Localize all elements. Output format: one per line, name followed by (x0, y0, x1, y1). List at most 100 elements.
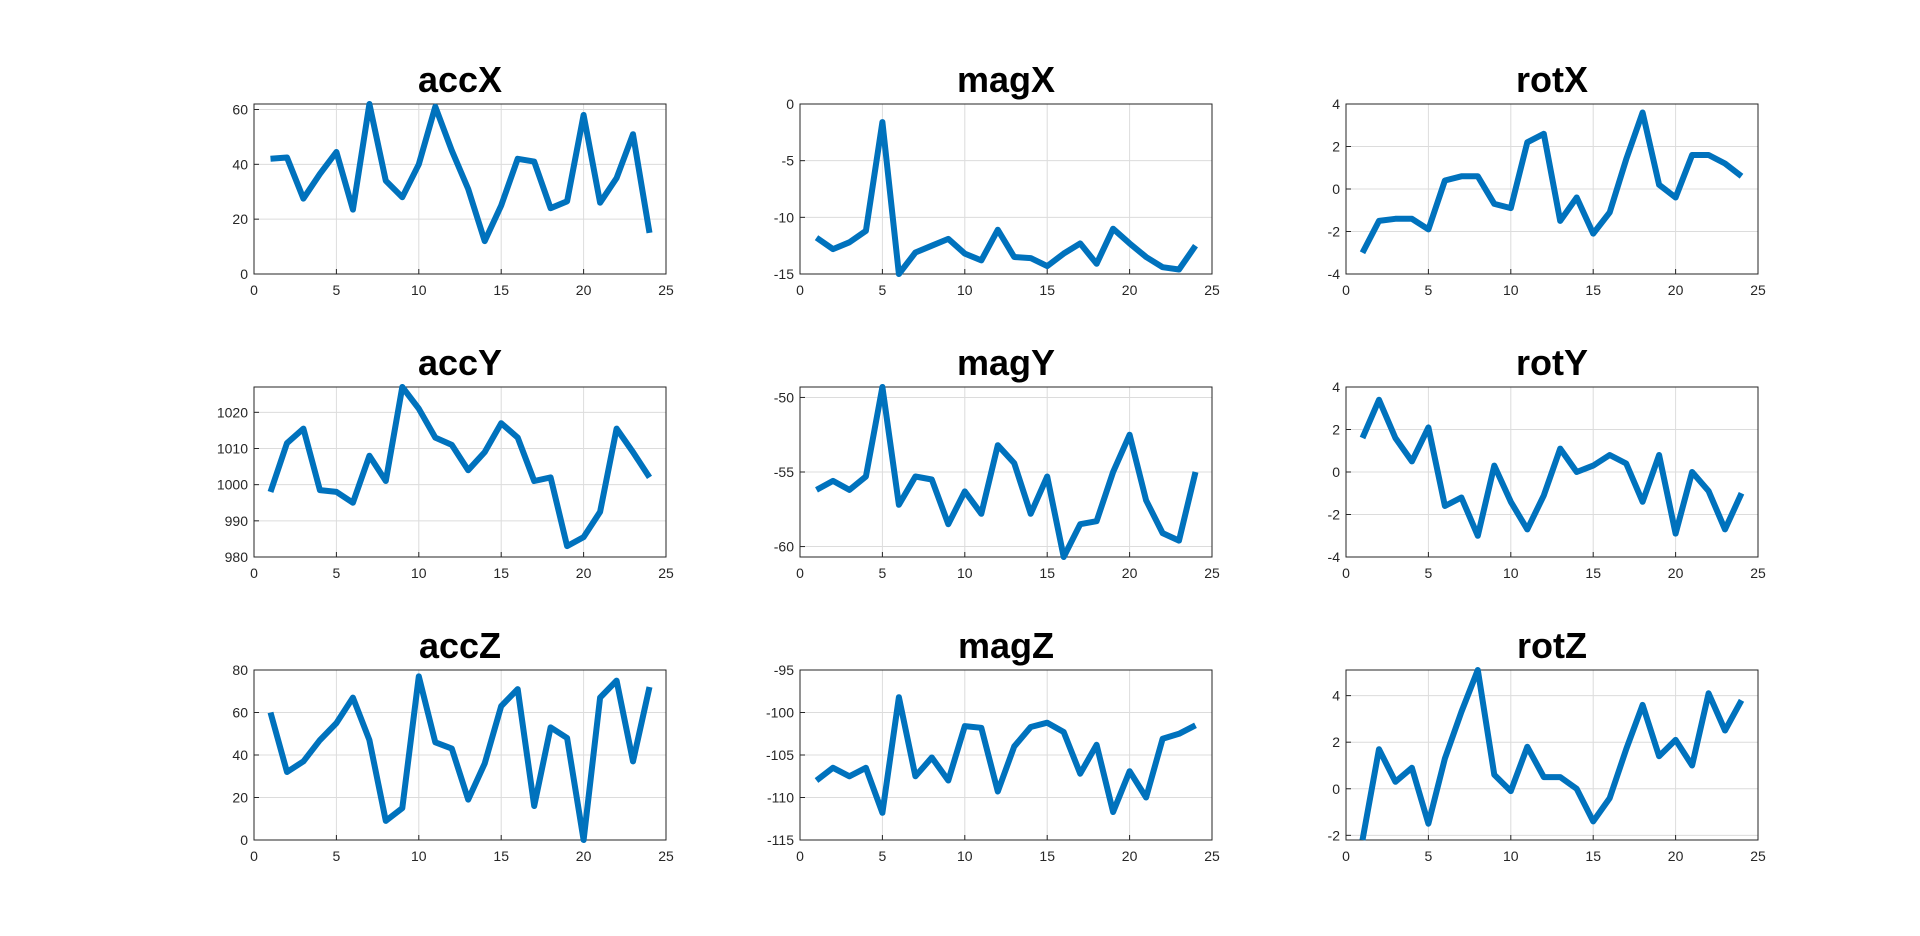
y-tick-label: -60 (774, 539, 794, 555)
x-tick-label: 20 (576, 848, 592, 864)
subplot-title: rotX (1516, 59, 1588, 100)
x-tick-label: 25 (1750, 282, 1766, 298)
x-tick-label: 15 (1039, 848, 1055, 864)
x-tick-label: 5 (333, 848, 341, 864)
x-tick-label: 10 (957, 565, 973, 581)
x-tick-label: 15 (1039, 282, 1055, 298)
x-tick-label: 0 (250, 282, 258, 298)
x-tick-label: 10 (957, 848, 973, 864)
axes-box (253, 103, 667, 275)
y-tick-label: 1010 (217, 440, 248, 456)
y-tick-label: -4 (1328, 266, 1341, 282)
y-tick-label: 20 (232, 211, 248, 227)
x-tick-label: 0 (250, 565, 258, 581)
subplot-accY: 0 5 10 15 20 25 980 990 1000 1010 1020 accY (217, 342, 674, 581)
y-tick-label: 2 (1332, 139, 1340, 155)
subplot-magZ: 0 5 10 15 20 25 -115 -110 -105 -100 -95 magZ (766, 625, 1220, 864)
x-tick-label: 0 (250, 848, 258, 864)
x-tick-label: 5 (879, 848, 887, 864)
y-tick-label: -10 (774, 209, 794, 225)
x-tick-label: 20 (1122, 282, 1138, 298)
series-line-rotY (1359, 396, 1745, 539)
y-tick-label: -50 (774, 389, 794, 405)
x-tick-label: 5 (333, 282, 341, 298)
subplot-title: accZ (419, 625, 501, 666)
subplot-accZ: 0 5 10 15 20 25 0 20 40 60 80 accZ (232, 625, 674, 864)
y-tick-label: 2 (1332, 734, 1340, 750)
x-tick-label: 25 (658, 848, 674, 864)
x-tick-label: 5 (1425, 282, 1433, 298)
subplot-title: magY (957, 342, 1055, 383)
y-tick-label: 0 (786, 96, 794, 112)
x-tick-label: 0 (796, 848, 804, 864)
y-tick-label: 20 (232, 790, 248, 806)
series-line-accZ (267, 673, 653, 843)
y-tick-label: 0 (1332, 181, 1340, 197)
series-line-magZ (814, 694, 1197, 816)
x-tick-label: 5 (1425, 565, 1433, 581)
y-tick-label: -55 (774, 464, 794, 480)
x-tick-label: 5 (1425, 848, 1433, 864)
y-tick-label: -110 (767, 790, 794, 806)
axes-frame (253, 386, 667, 558)
subplot-rotY: 0 5 10 15 20 25 -4 -2 0 2 4 rotY (1328, 342, 1766, 581)
series-line-magX (814, 119, 1198, 277)
x-tick-label: 25 (1204, 282, 1220, 298)
series-line-accY (267, 384, 653, 550)
subplot-accX: 0 5 10 15 20 25 0 20 40 60 accX (232, 59, 674, 298)
y-tick-label: -4 (1328, 549, 1341, 565)
subplot-rotX: 0 5 10 15 20 25 -4 -2 0 2 4 rotX (1328, 59, 1766, 298)
subplot-title: rotZ (1517, 625, 1587, 666)
x-tick-label: 25 (1750, 848, 1766, 864)
x-tick-label: 20 (1668, 565, 1684, 581)
x-tick-label: 10 (411, 848, 427, 864)
y-tick-label: 2 (1332, 422, 1340, 438)
y-tick-label: 4 (1332, 379, 1340, 395)
y-tick-label: 60 (232, 101, 248, 117)
x-tick-label: 20 (1668, 848, 1684, 864)
x-tick-label: 10 (411, 565, 427, 581)
x-tick-label: 0 (1342, 848, 1350, 864)
x-tick-label: 0 (796, 282, 804, 298)
x-tick-label: 10 (411, 282, 427, 298)
subplot-magY: 0 5 10 15 20 25 -60 -55 -50 magY (774, 342, 1220, 581)
y-tick-label: -15 (774, 266, 794, 282)
y-tick-label: -95 (774, 662, 794, 678)
y-tick-label: -2 (1328, 224, 1341, 240)
x-tick-label: 15 (1039, 565, 1055, 581)
subplot-title: magX (957, 59, 1055, 100)
x-tick-label: 5 (879, 565, 887, 581)
series-line-rotX (1359, 109, 1744, 255)
y-tick-label: 80 (232, 662, 248, 678)
x-tick-label: 15 (493, 848, 509, 864)
y-tick-label: 1020 (217, 404, 248, 420)
series-line-rotZ (1359, 667, 1745, 841)
subplot-title: rotY (1516, 342, 1588, 383)
y-tick-label: 4 (1332, 96, 1340, 112)
y-tick-label: 980 (225, 549, 249, 565)
series-line-accX (270, 101, 653, 245)
x-tick-label: 25 (1204, 565, 1220, 581)
x-tick-label: 10 (1503, 848, 1519, 864)
y-tick-label: -115 (767, 832, 794, 848)
x-tick-label: 25 (658, 282, 674, 298)
x-tick-label: 10 (1503, 565, 1519, 581)
x-tick-label: 20 (1668, 282, 1684, 298)
x-tick-label: 15 (1585, 848, 1601, 864)
x-tick-label: 20 (1122, 848, 1138, 864)
series-line-magY (815, 384, 1199, 560)
x-tick-label: 15 (493, 282, 509, 298)
y-tick-label: 0 (240, 832, 248, 848)
y-tick-label: 0 (240, 266, 248, 282)
y-tick-label: 990 (225, 513, 249, 529)
x-tick-label: 25 (1750, 565, 1766, 581)
x-tick-label: 5 (879, 282, 887, 298)
axes-frame (799, 103, 1213, 275)
x-tick-label: 10 (1503, 282, 1519, 298)
x-tick-label: 15 (1585, 565, 1601, 581)
x-tick-label: 20 (576, 282, 592, 298)
y-tick-label: -105 (766, 747, 794, 763)
y-tick-label: -2 (1328, 507, 1341, 523)
